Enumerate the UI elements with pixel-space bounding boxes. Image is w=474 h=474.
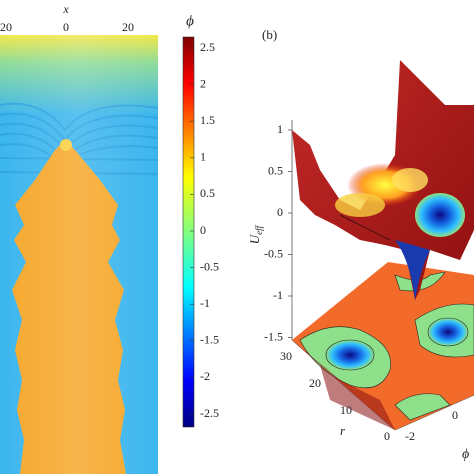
x-axis-label: x	[62, 2, 69, 16]
z-tick-label: -1	[273, 288, 283, 302]
colorbar-tick-label: 1.5	[200, 113, 215, 127]
heatmap	[0, 35, 159, 474]
r-tick-label: 30	[280, 349, 292, 363]
x-tick-label: 0	[63, 20, 69, 34]
z-tick-label: -1.5	[264, 329, 283, 343]
x-ticks: 20 0 20	[0, 20, 134, 34]
colorbar-tick-label: -1	[200, 296, 210, 310]
r-tick-label: 10	[340, 403, 352, 417]
z-tick-label: 0	[277, 205, 283, 219]
heatmap-sheen	[0, 35, 158, 474]
colorbar-tick-label: 1	[200, 150, 206, 164]
colorbar-tick-label: 2.5	[200, 40, 215, 54]
phi-ticks: -2 0	[405, 408, 458, 443]
z-label-sub: eff	[254, 224, 264, 234]
colorbar-tick-label: 2	[200, 76, 206, 90]
r-axis-label: r	[340, 423, 346, 438]
z-ticks: 1 0.5 0 -0.5 -1 -1.5	[264, 122, 292, 343]
z-axis-label: Ueff	[247, 224, 264, 244]
colorbar-ticks: 2.5 2 1.5 1 0.5 0 -0.5 -1 -1.5 -2 -2.5	[190, 40, 219, 420]
x-tick-label: 20	[122, 20, 134, 34]
z-tick-label: 1	[277, 122, 283, 136]
colorbar-tick-label: -2.5	[200, 406, 219, 420]
colorbar-tick-label: -0.5	[200, 259, 219, 273]
x-tick-label: 20	[0, 20, 12, 34]
colorbar-tick-label: 0	[200, 223, 206, 237]
z-tick-label: -0.5	[264, 246, 283, 260]
colorbar-tick-label: -1.5	[200, 333, 219, 347]
r-tick-label: 20	[309, 376, 321, 390]
panel-label: (b)	[262, 27, 277, 42]
phi-tick-label: -2	[405, 429, 415, 443]
phi-tick-label: 0	[452, 408, 458, 422]
colorbar-tick-label: -2	[200, 369, 210, 383]
colorbar	[182, 36, 195, 428]
phi-axis-label: ϕ	[462, 447, 469, 462]
colorbar-label: ϕ	[186, 13, 194, 29]
surface	[292, 60, 474, 300]
floor-contour	[292, 262, 474, 430]
r-tick-label: 0	[384, 429, 390, 443]
r-ticks: 30 20 10 0	[280, 349, 390, 443]
z-tick-label: 0.5	[268, 163, 283, 177]
z-label-main: U	[247, 233, 262, 244]
colorbar-tick-label: 0.5	[200, 186, 215, 200]
